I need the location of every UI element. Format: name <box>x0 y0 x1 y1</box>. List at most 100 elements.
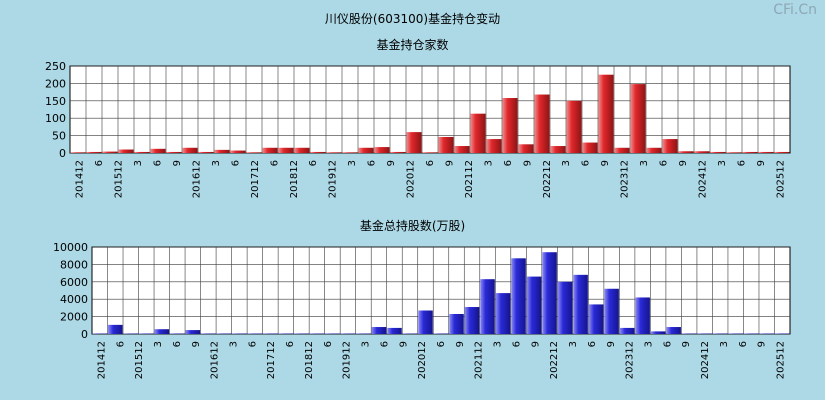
bar-shares <box>604 288 619 334</box>
bar-holders <box>774 151 790 153</box>
bar-holders <box>406 132 422 153</box>
x-tick-label-shares: 201912 <box>342 341 353 379</box>
bar-holders <box>198 151 214 153</box>
x-tick-label-holders: 3 <box>561 160 572 166</box>
x-tick-label-holders: 3 <box>211 160 222 166</box>
x-tick-label-holders: 9 <box>756 160 767 166</box>
x-tick-label-shares: 3 <box>153 341 164 347</box>
x-tick-label-holders: 3 <box>483 160 494 166</box>
bar-holders <box>758 151 774 153</box>
x-tick-label-shares: 201612 <box>210 341 221 379</box>
x-tick-label-shares: 3 <box>568 341 579 347</box>
x-tick-label-shares: 9 <box>398 341 409 347</box>
bar-holders <box>310 151 326 153</box>
bar-holders <box>614 147 630 153</box>
bar-shares <box>108 324 123 334</box>
bar-holders <box>566 100 582 153</box>
x-tick-label-shares: 9 <box>455 341 466 347</box>
x-tick-label-shares: 3 <box>719 341 730 347</box>
bar-holders <box>246 152 262 153</box>
bar-holders <box>630 84 646 153</box>
x-tick-label-holders: 6 <box>269 160 280 166</box>
x-tick-label-holders: 3 <box>133 160 144 166</box>
x-tick-label-holders: 9 <box>600 160 611 166</box>
bar-shares <box>666 327 681 334</box>
x-tick-label-shares: 9 <box>606 341 617 347</box>
x-tick-label-holders: 201712 <box>250 160 261 198</box>
bar-shares <box>619 327 635 334</box>
x-tick-label-shares: 6 <box>247 341 258 347</box>
x-tick-label-shares: 202312 <box>625 341 636 379</box>
bar-shares <box>480 279 495 334</box>
y-tick-label-holders: 150 <box>45 95 66 108</box>
x-tick-label-shares: 9 <box>681 341 692 347</box>
x-tick-label-shares: 3 <box>644 341 655 347</box>
watermark-logo: CFi.Cn <box>773 2 817 18</box>
bar-shares <box>588 304 604 334</box>
x-tick-label-holders: 202412 <box>697 160 708 198</box>
bar-shares <box>464 307 480 334</box>
bar-shares <box>511 258 526 334</box>
x-tick-label-shares: 9 <box>191 341 202 347</box>
y-tick-label-shares: 10000 <box>53 241 88 254</box>
x-tick-label-shares: 202212 <box>549 341 560 379</box>
x-tick-label-holders: 202212 <box>542 160 553 198</box>
x-tick-label-shares: 3 <box>228 341 239 347</box>
bar-holders <box>342 152 358 153</box>
bar-holders <box>374 147 390 153</box>
plot-area-holders <box>69 65 791 154</box>
y-tick-label-shares: 8000 <box>60 258 88 271</box>
y-tick-label-holders: 100 <box>45 112 66 125</box>
bar-holders <box>438 136 454 153</box>
bar-holders <box>358 147 374 153</box>
x-tick-label-shares: 6 <box>587 341 598 347</box>
plot-area-shares <box>91 246 791 335</box>
x-tick-label-holders: 6 <box>308 160 319 166</box>
x-tick-label-shares: 202512 <box>776 341 787 379</box>
bar-holders <box>102 151 118 153</box>
x-tick-label-shares: 6 <box>379 341 390 347</box>
y-tick-label-holders: 250 <box>45 60 66 73</box>
bar-holders <box>454 146 470 153</box>
bar-holders <box>134 151 150 153</box>
x-tick-label-shares: 6 <box>285 341 296 347</box>
y-tick-label-shares: 0 <box>81 328 88 341</box>
x-tick-label-holders: 9 <box>678 160 689 166</box>
bar-shares <box>185 330 201 334</box>
bar-holders <box>86 151 102 153</box>
bar-holders <box>230 150 246 153</box>
x-tick-label-shares: 6 <box>738 341 749 347</box>
x-tick-label-shares: 202012 <box>417 341 428 379</box>
x-tick-label-shares: 201712 <box>266 341 277 379</box>
bar-holders <box>294 147 310 153</box>
x-tick-label-holders: 6 <box>503 160 514 166</box>
x-tick-label-holders: 6 <box>659 160 670 166</box>
bar-holders <box>326 152 342 153</box>
bar-holders <box>422 152 438 153</box>
x-tick-label-holders: 6 <box>425 160 436 166</box>
x-tick-label-holders: 6 <box>736 160 747 166</box>
bar-shares <box>635 297 650 334</box>
x-tick-label-holders: 9 <box>522 160 533 166</box>
bar-holders <box>534 94 550 153</box>
bar-holders <box>726 152 742 153</box>
x-tick-label-holders: 6 <box>153 160 164 166</box>
bar-holders <box>470 113 486 153</box>
x-tick-label-holders: 3 <box>347 160 358 166</box>
bar-shares <box>650 331 666 334</box>
y-tick-label-shares: 6000 <box>60 276 88 289</box>
x-tick-label-holders: 6 <box>94 160 105 166</box>
y-tick-label-holders: 50 <box>52 130 66 143</box>
x-tick-label-shares: 202112 <box>474 341 485 379</box>
x-tick-label-shares: 6 <box>172 341 183 347</box>
x-tick-label-holders: 9 <box>444 160 455 166</box>
x-tick-label-holders: 6 <box>367 160 378 166</box>
x-tick-label-holders: 202112 <box>464 160 475 198</box>
page-title: 川仪股份(603100)基金持仓变动 <box>324 12 501 26</box>
bar-holders <box>550 146 566 153</box>
x-tick-label-holders: 201512 <box>114 160 125 198</box>
x-tick-label-shares: 6 <box>323 341 334 347</box>
y-tick-label-holders: 0 <box>59 147 66 160</box>
bar-holders <box>662 139 678 153</box>
